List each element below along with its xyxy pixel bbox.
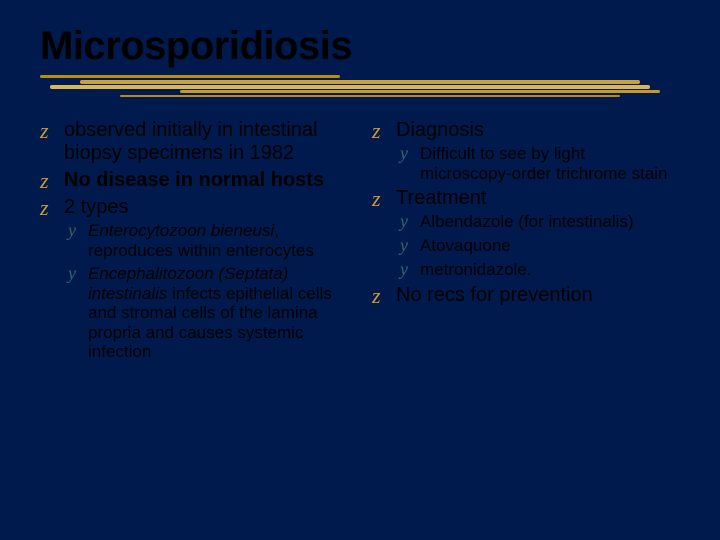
list-item-label: 2 types (64, 196, 128, 219)
sub-list-item-label: Atovaquone (420, 236, 511, 256)
left-column: z observed initially in intestinal biopsy… (40, 119, 348, 366)
list-item-row: z No disease in normal hosts (40, 169, 348, 192)
list-item-label: Treatment (396, 187, 486, 210)
sub-list-item-label: metronidazole. (420, 260, 532, 280)
sub-list-item-row: y Encephalitozoon (Septata) intestinalis … (68, 264, 348, 362)
text-run: Atovaquone (420, 236, 511, 255)
list-item: z2 typesyEnterocytozoon bieneusi, reprod… (40, 196, 348, 362)
slide: Microsporidiosis z observed initially in … (0, 0, 720, 540)
sub-list-item: y Enterocytozoon bieneusi, reproduces wit… (68, 221, 348, 260)
sub-list-item-row: y Atovaquone (400, 236, 680, 256)
list-item-row: z Diagnosis (372, 119, 680, 142)
sub-list-item: y Atovaquone (400, 236, 680, 256)
list-item-row: z 2 types (40, 196, 348, 219)
columns: z observed initially in intestinal biopsy… (40, 119, 680, 366)
z-bullet-icon: z (40, 119, 56, 142)
list-item-label: observed initially in intestinal biopsy … (64, 119, 348, 165)
sub-list-item: y metronidazole. (400, 260, 680, 280)
z-bullet-icon: z (40, 169, 56, 192)
sub-list-item: y Encephalitozoon (Septata) intestinalis … (68, 264, 348, 362)
sub-list-item-label: Difficult to see by light microscopy-ord… (420, 144, 680, 183)
brush-stroke (80, 80, 640, 84)
sub-list-item-row: y Enterocytozoon bieneusi, reproduces wit… (68, 221, 348, 260)
list-item-row: z observed initially in intestinal biopsy… (40, 119, 348, 165)
y-bullet-icon: y (400, 236, 414, 256)
y-bullet-icon: y (400, 260, 414, 280)
list-item-label: Diagnosis (396, 119, 484, 142)
list-item: z Diagnosisy Difficult to see by light mic… (372, 119, 680, 183)
y-bullet-icon: y (68, 221, 82, 241)
page-title: Microsporidiosis (40, 24, 680, 69)
text-run: Enterocytozoon bieneusi (88, 221, 274, 240)
brush-stroke (40, 75, 340, 78)
list-item: z observed initially in intestinal biopsy… (40, 119, 348, 165)
text-run: Albendazole (for intestinalis) (420, 212, 634, 231)
list-item: z No recs for prevention (372, 284, 680, 307)
sub-list-item-row: y Albendazole (for intestinalis) (400, 212, 680, 232)
right-column: zDiagnosisyDifficult to see by light mic… (372, 119, 680, 366)
z-bullet-icon: z (40, 196, 56, 219)
title-underline (40, 73, 680, 101)
z-bullet-icon: z (372, 284, 388, 307)
y-bullet-icon: y (400, 212, 414, 232)
sub-list-item: y Albendazole (for intestinalis) (400, 212, 680, 232)
sub-list-item: y Difficult to see by light microscopy-or… (400, 144, 680, 183)
list-item-label: No recs for prevention (396, 284, 593, 307)
y-bullet-icon: y (400, 144, 414, 164)
z-bullet-icon: z (372, 187, 388, 210)
list-item-label: No disease in normal hosts (64, 169, 324, 192)
sub-list-item-row: y metronidazole. (400, 260, 680, 280)
list-item: z No disease in normal hosts (40, 169, 348, 192)
brush-stroke (120, 95, 620, 97)
sub-list-item-label: Enterocytozoon bieneusi, reproduces with… (88, 221, 348, 260)
z-bullet-icon: z (372, 119, 388, 142)
brush-stroke (180, 90, 660, 93)
list-item-row: z Treatment (372, 187, 680, 210)
sub-list-item-label: Encephalitozoon (Septata) intestinalis i… (88, 264, 348, 362)
list-item: zTreatmentyAlbendazole (for intestinalis… (372, 187, 680, 279)
text-run: Difficult to see by light microscopy-ord… (420, 144, 668, 183)
brush-stroke (50, 85, 650, 89)
list-item-row: z No recs for prevention (372, 284, 680, 307)
text-run: metronidazole. (420, 260, 532, 279)
sub-list-item-row: y Difficult to see by light microscopy-or… (400, 144, 680, 183)
sub-list-item-label: Albendazole (for intestinalis) (420, 212, 634, 232)
y-bullet-icon: y (68, 264, 82, 284)
